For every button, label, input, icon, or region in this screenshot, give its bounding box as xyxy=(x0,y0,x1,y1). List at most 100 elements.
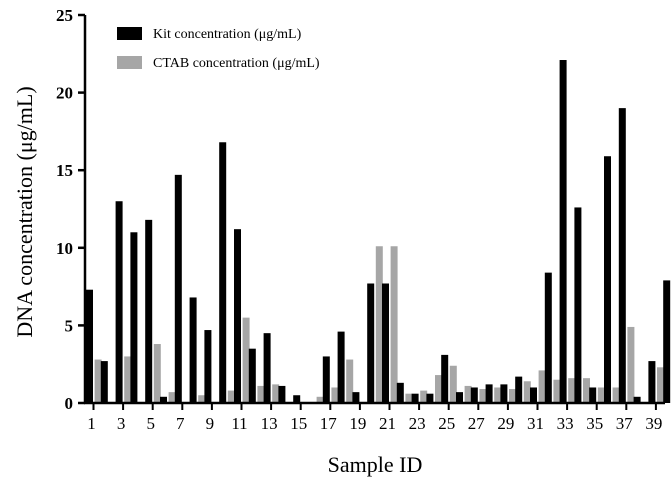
bar-kit-sample-27 xyxy=(470,387,478,403)
bar-ctab-sample-26 xyxy=(464,385,472,403)
bar-kit-sample-39 xyxy=(648,361,656,403)
bar-ctab-sample-24 xyxy=(435,375,442,403)
bar-ctab-sample-22 xyxy=(405,393,413,403)
x-tick-label: 21 xyxy=(379,414,396,433)
x-tick-label: 15 xyxy=(290,414,307,433)
y-axis-title: DNA concentration (μg/mL) xyxy=(12,86,37,337)
y-tick-label: 10 xyxy=(56,239,73,258)
bar-ctab-sample-30 xyxy=(523,381,531,403)
bar-kit-sample-25 xyxy=(441,354,449,403)
bar-kit-sample-3 xyxy=(115,201,123,403)
bar-kit-sample-5 xyxy=(145,219,153,403)
bar-kit-sample-9 xyxy=(204,330,212,403)
bar-ctab-sample-16 xyxy=(316,396,324,403)
bar-ctab-sample-12 xyxy=(257,385,265,403)
bar-kit-sample-18 xyxy=(337,331,345,403)
bar-ctab-sample-10 xyxy=(227,390,235,403)
bar-kit-sample-24 xyxy=(426,393,434,403)
bar-ctab-sample-32 xyxy=(553,379,561,403)
bar-ctab-sample-36 xyxy=(612,387,620,403)
bar-ctab-sample-29 xyxy=(509,389,516,403)
bar-ctab-sample-18 xyxy=(346,359,354,403)
bar-kit-sample-22 xyxy=(396,382,404,403)
x-tick-label: 33 xyxy=(557,414,574,433)
bar-kit-sample-21 xyxy=(382,283,389,403)
bar-ctab-sample-37 xyxy=(627,326,635,403)
x-axis-title: Sample ID xyxy=(328,452,423,477)
bar-kit-sample-1 xyxy=(86,289,93,403)
y-ticks-group: 0 5 10 15 20 25 xyxy=(56,6,85,413)
y-tick-label: 20 xyxy=(56,84,73,103)
bar-kit-sample-30 xyxy=(515,376,523,403)
x-tick-label: 7 xyxy=(176,414,185,433)
bar-kit-sample-2 xyxy=(100,361,108,403)
bar-kit-sample-8 xyxy=(189,297,197,403)
bar-kit-sample-11 xyxy=(234,229,241,403)
bar-kit-sample-40 xyxy=(663,280,671,403)
bar-ctab-sample-31 xyxy=(538,370,546,403)
x-tick-label: 31 xyxy=(527,414,544,433)
bar-ctab-sample-6 xyxy=(168,392,176,403)
bar-ctab-sample-21 xyxy=(390,246,398,403)
bar-ctab-sample-17 xyxy=(331,387,339,403)
legend-label-ctab: CTAB concentration (μg/mL) xyxy=(153,56,320,71)
x-tick-label: 39 xyxy=(645,414,662,433)
x-tick-label: 27 xyxy=(468,414,486,433)
bar-kit-sample-13 xyxy=(263,333,271,403)
bar-ctab-sample-28 xyxy=(494,387,502,403)
axes-group xyxy=(83,15,665,405)
bar-kit-sample-14 xyxy=(278,385,286,403)
bar-kit-sample-23 xyxy=(411,393,419,403)
bar-kit-sample-19 xyxy=(352,392,360,403)
bar-kit-sample-32 xyxy=(544,272,552,403)
bar-kit-sample-26 xyxy=(456,392,463,403)
bar-kit-sample-12 xyxy=(248,348,256,403)
bar-kit-sample-28 xyxy=(485,384,493,403)
x-tick-label: 9 xyxy=(206,414,215,433)
bar-ctab-sample-11 xyxy=(242,317,250,403)
bar-ctab-sample-23 xyxy=(420,390,428,403)
legend-swatch-ctab xyxy=(117,56,142,69)
bar-kit-sample-36 xyxy=(604,156,611,403)
bar-kit-sample-37 xyxy=(618,108,626,404)
x-tick-label: 17 xyxy=(320,414,338,433)
x-tick-label: 25 xyxy=(438,414,455,433)
bar-ctab-sample-33 xyxy=(568,378,576,403)
bar-ctab-sample-35 xyxy=(597,387,605,403)
bar-kit-sample-7 xyxy=(174,174,182,403)
y-tick-label: 0 xyxy=(65,394,74,413)
bar-kit-sample-10 xyxy=(219,142,227,403)
bar-kit-sample-29 xyxy=(500,384,508,403)
x-tick-label: 5 xyxy=(146,414,155,433)
bar-kit-sample-33 xyxy=(559,60,567,404)
bar-kit-sample-38 xyxy=(633,396,641,403)
bar-ctab-sample-39 xyxy=(657,367,664,403)
bar-kit-sample-4 xyxy=(130,232,138,403)
x-tick-label: 37 xyxy=(616,414,634,433)
y-tick-label: 15 xyxy=(56,161,73,180)
bar-ctab-sample-34 xyxy=(583,378,590,403)
x-tick-label: 29 xyxy=(497,414,514,433)
y-tick-label: 25 xyxy=(56,6,73,25)
legend: Kit concentration (μg/mL) CTAB concentra… xyxy=(117,27,320,71)
bar-kit-sample-17 xyxy=(322,356,330,403)
bar-ctab-sample-8 xyxy=(198,395,206,403)
x-ticks-group: 1 3 5 7 9 11 13 15 17 19 21 23 25 27 29 31 33 35 37 39 xyxy=(87,403,662,433)
x-tick-label: 1 xyxy=(87,414,96,433)
bar-ctab-sample-5 xyxy=(153,344,161,403)
bars-group xyxy=(86,60,671,404)
y-tick-label: 5 xyxy=(65,316,74,335)
x-tick-label: 11 xyxy=(231,414,247,433)
x-tick-label: 19 xyxy=(349,414,366,433)
bar-kit-sample-34 xyxy=(574,207,582,403)
bar-ctab-sample-20 xyxy=(375,246,383,403)
bar-kit-sample-15 xyxy=(293,395,301,403)
bar-kit-sample-20 xyxy=(367,283,375,403)
x-tick-label: 13 xyxy=(261,414,278,433)
bar-kit-sample-31 xyxy=(530,387,537,403)
bar-ctab-sample-3 xyxy=(124,356,132,403)
bar-ctab-sample-25 xyxy=(449,365,457,403)
bar-ctab-sample-27 xyxy=(479,389,487,403)
bar-ctab-sample-13 xyxy=(272,384,280,403)
